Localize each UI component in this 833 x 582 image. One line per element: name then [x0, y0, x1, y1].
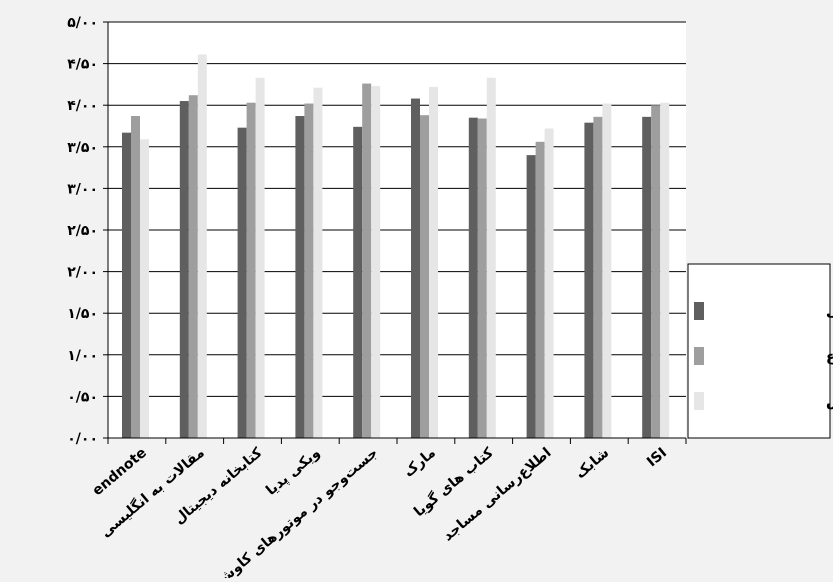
x-tick-label: مارک: [401, 445, 439, 481]
bar: [651, 105, 661, 438]
bar: [131, 116, 140, 439]
bar: [371, 86, 381, 439]
bar: [237, 127, 247, 438]
bar: [477, 118, 487, 439]
bar: [246, 102, 256, 438]
bar: [411, 98, 420, 438]
bar: [304, 103, 314, 438]
bar: [179, 101, 189, 438]
bar: [420, 115, 429, 439]
legend-label: شیوه تدریس: [826, 394, 833, 410]
legend-box: [687, 263, 831, 439]
bar: [429, 86, 438, 439]
y-tick-label: ۳/۰۰: [67, 181, 98, 197]
y-tick-label: ۱/۰۰: [67, 348, 98, 364]
bar: [197, 54, 207, 438]
y-tick-label: ۴/۰۰: [67, 98, 98, 114]
y-tick-label: ۲/۵۰: [67, 223, 98, 239]
bar: [468, 117, 478, 439]
y-tick-label: ۳/۵۰: [67, 140, 98, 156]
bar: [660, 102, 670, 438]
legend-label: نحوه اطلاع‌رسانی: [826, 304, 833, 320]
bar: [255, 77, 265, 438]
x-tick-label: مقالات به انگلیسی: [97, 444, 208, 541]
y-tick-label: ۱/۵۰: [67, 306, 98, 322]
legend-swatch: [694, 302, 704, 320]
x-tick-label: اطلاع‌رسانی مساجد: [440, 445, 554, 545]
legend: نحوه اطلاع‌رسانی موضوع شیوه تدریس: [687, 263, 833, 439]
x-tick-label: ISI: [644, 445, 670, 470]
legend-swatch: [694, 347, 704, 365]
bar: [535, 141, 545, 439]
bars: [122, 54, 670, 439]
y-axis-ticks: ۰/۰۰ ۰/۵۰ ۱/۰۰ ۱/۵۰ ۲/۰۰ ۲/۵۰ ۳/۰۰ ۳/۵۰ ۴/۰۰ ۴/۵۰…: [67, 15, 108, 447]
bar: [188, 95, 198, 438]
y-tick-label: ۲/۰۰: [67, 265, 98, 281]
legend-swatch: [694, 392, 704, 410]
bar: [140, 139, 149, 438]
x-tick-label: ویکی پدیا: [263, 445, 323, 499]
y-tick-label: ۵/۰۰: [67, 15, 98, 31]
bar: [584, 122, 594, 438]
bar: [526, 155, 536, 438]
bar: [602, 103, 612, 438]
bar: [362, 83, 372, 439]
bar: [642, 116, 652, 439]
bar: [122, 132, 131, 438]
y-tick-label: ۰/۰۰: [67, 431, 98, 447]
legend-label: موضوع: [826, 349, 833, 365]
x-tick-label: شابک: [572, 445, 612, 482]
x-tick-label: endnote: [90, 445, 150, 499]
bar: [593, 116, 603, 439]
bar: [544, 128, 554, 438]
bar: [313, 87, 323, 438]
y-tick-label: ۴/۵۰: [67, 57, 98, 73]
y-tick-label: ۰/۵۰: [67, 389, 98, 405]
bar: [353, 126, 363, 438]
bar: [295, 116, 305, 439]
bar: [486, 77, 496, 438]
